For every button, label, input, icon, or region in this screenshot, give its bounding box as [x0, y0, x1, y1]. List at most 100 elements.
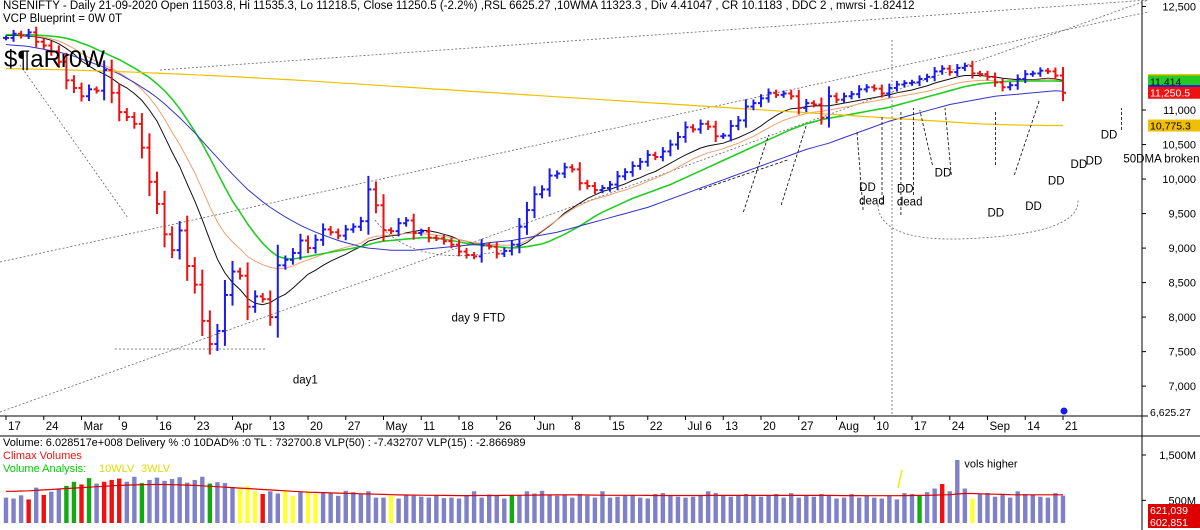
- price-bar: [508, 240, 515, 256]
- volume-analysis-label: Volume Analysis:: [3, 463, 87, 475]
- price-bar: [667, 139, 674, 157]
- price-bar: [48, 41, 55, 56]
- annotation-label: dead: [859, 195, 885, 207]
- price-bar: [1007, 82, 1014, 91]
- price-bar: [833, 92, 840, 104]
- volume-bar: [894, 499, 900, 523]
- volume-bar: [554, 495, 560, 523]
- watermark-label: $¶aRr0W: [4, 46, 105, 73]
- volume-bar: [373, 497, 379, 523]
- price-bar: [1052, 67, 1059, 80]
- volume-bar: [1023, 493, 1028, 523]
- x-tick-label: 13: [272, 421, 285, 433]
- price-bar: [410, 213, 417, 240]
- x-tick-label: Apr: [235, 421, 253, 433]
- x-tick-label: Aug: [839, 421, 859, 433]
- price-badge: 10,775.3: [1148, 119, 1200, 133]
- volume-bar: [705, 491, 711, 523]
- y-tick-label: 8,000: [1168, 312, 1196, 324]
- price-bar: [78, 82, 85, 102]
- volume-bar: [675, 496, 681, 523]
- volume-bar: [419, 496, 424, 523]
- volume-bar: [502, 498, 507, 523]
- price-bar: [176, 221, 183, 260]
- price-bar: [184, 215, 191, 281]
- volume-bar: [11, 498, 16, 523]
- price-bar: [237, 267, 244, 280]
- x-tick-label: 10: [876, 421, 889, 433]
- price-bar: [297, 233, 304, 260]
- volume-bar: [313, 493, 318, 523]
- price-badge-label: 10,775.3: [1150, 121, 1191, 133]
- ma-line-sma10: [6, 35, 1064, 306]
- price-bar: [282, 255, 289, 270]
- price-bar: [961, 62, 968, 72]
- volume-bar: [736, 495, 741, 523]
- x-tick-label: 15: [612, 421, 625, 433]
- y-tick-label: 7,500: [1168, 347, 1196, 359]
- volume-bar: [517, 494, 522, 523]
- volume-bar: [864, 495, 869, 523]
- x-tick-label: 26: [499, 421, 512, 433]
- price-bar: [984, 70, 991, 81]
- annotation-label: DD: [859, 182, 876, 194]
- volume-bar: [479, 497, 484, 523]
- price-bar: [720, 132, 727, 139]
- price-bar: [607, 180, 613, 192]
- volume-bar: [336, 495, 341, 523]
- volume-bar: [64, 485, 69, 523]
- wlv10-label: 10WLV: [99, 463, 135, 475]
- annotation-label: dead: [897, 196, 923, 208]
- price-bar: [825, 86, 832, 128]
- price-bar: [138, 113, 145, 159]
- annotation-label: DD: [1025, 201, 1042, 213]
- volume-bar: [487, 494, 492, 523]
- price-bar: [1022, 70, 1029, 84]
- volume-bar: [1038, 496, 1043, 523]
- x-tick-label: May: [386, 421, 408, 433]
- y-tick-label: 8,500: [1168, 278, 1196, 290]
- volume-bar: [411, 495, 416, 523]
- price-bar: [735, 116, 742, 131]
- price-bar: [886, 83, 893, 98]
- volume-bar: [388, 495, 394, 523]
- volume-bar: [192, 479, 197, 523]
- price-bar: [992, 72, 999, 87]
- x-tick-label: 14: [1027, 421, 1040, 433]
- price-bar: [599, 184, 606, 194]
- price-badge-label: 6,625.27: [1150, 407, 1191, 419]
- price-bar: [40, 37, 47, 50]
- volume-bar: [245, 485, 250, 523]
- volume-bar: [1015, 491, 1020, 523]
- x-tick-label: Mar: [84, 421, 104, 433]
- rsl-marker: [1060, 407, 1068, 415]
- price-bar: [531, 186, 538, 219]
- price-bar: [674, 131, 681, 150]
- price-bar: [659, 147, 666, 162]
- volume-bar: [539, 490, 545, 523]
- volume-bar: [751, 495, 756, 523]
- volume-badge-label: 621,039: [1150, 505, 1188, 517]
- price-bar: [267, 290, 274, 326]
- price-bar: [244, 262, 251, 321]
- price-bar: [1014, 74, 1021, 90]
- volume-bar: [71, 481, 77, 523]
- price-bar: [161, 190, 168, 248]
- volume-bar: [924, 492, 930, 523]
- price-bar: [123, 108, 130, 122]
- x-tick-label: Jun: [537, 421, 556, 433]
- price-bar: [954, 64, 961, 76]
- volume-bar: [169, 479, 175, 523]
- annotation-arrow: [743, 134, 769, 213]
- price-bar: [486, 242, 493, 250]
- annotation-arrow: [780, 124, 807, 206]
- y-tick-label: 11,000: [1163, 105, 1196, 117]
- volume-bar: [962, 488, 968, 523]
- volume-bar: [237, 488, 243, 523]
- y-tick-label: 9,500: [1168, 209, 1196, 221]
- volume-bar: [660, 493, 666, 523]
- price-bar: [637, 157, 644, 170]
- volume-bar: [600, 491, 605, 523]
- price-bar: [70, 75, 77, 94]
- price-bar: [742, 99, 749, 128]
